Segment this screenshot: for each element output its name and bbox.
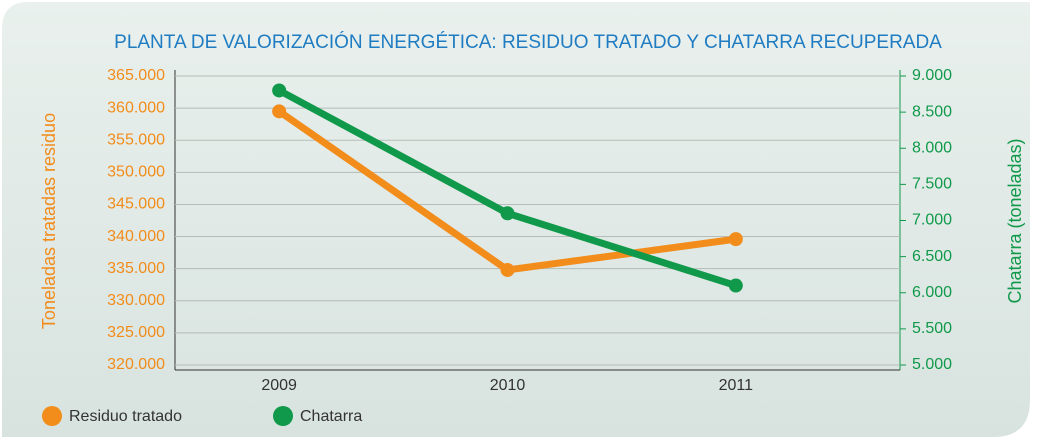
y2-tick-label: 7.000 bbox=[912, 212, 952, 229]
y-tick-label: 345.000 bbox=[107, 196, 165, 213]
x-tick-label: 2011 bbox=[719, 377, 754, 394]
y-axis-label: Toneladas tratadas residuo bbox=[39, 113, 59, 329]
y2-axis-label: Chatarra (toneladas) bbox=[1005, 138, 1025, 303]
y2-tick-label: 8.500 bbox=[912, 103, 952, 120]
x-tick-label: 2010 bbox=[490, 377, 526, 394]
y-tick-label: 350.000 bbox=[107, 164, 165, 181]
y-tick-label: 360.000 bbox=[107, 99, 165, 116]
series-marker bbox=[500, 206, 515, 221]
y-tick-label: 340.000 bbox=[107, 228, 165, 245]
series-marker bbox=[272, 104, 287, 119]
y-tick-label: 320.000 bbox=[107, 356, 165, 373]
y2-tick-label: 9.000 bbox=[912, 67, 952, 84]
y2-tick-label: 6.000 bbox=[912, 284, 952, 301]
legend-swatch bbox=[273, 406, 293, 426]
y2-tick-label: 7.500 bbox=[912, 176, 952, 193]
series-marker bbox=[500, 262, 515, 277]
y2-tick-label: 5.000 bbox=[912, 356, 952, 373]
legend-label: Residuo tratado bbox=[69, 408, 182, 425]
chart-title: PLANTA DE VALORIZACIÓN ENERGÉTICA: RESID… bbox=[114, 31, 942, 53]
legend-label: Chatarra bbox=[300, 408, 362, 425]
series-marker bbox=[272, 83, 287, 98]
series-marker bbox=[728, 232, 743, 247]
series-marker bbox=[728, 278, 743, 293]
y-tick-label: 355.000 bbox=[107, 131, 165, 148]
y-tick-label: 335.000 bbox=[107, 260, 165, 277]
y2-tick-label: 5.500 bbox=[912, 320, 952, 337]
y-tick-label: 325.000 bbox=[107, 324, 165, 341]
y-tick-label: 330.000 bbox=[107, 292, 165, 309]
y2-tick-label: 6.500 bbox=[912, 248, 952, 265]
y2-tick-label: 8.000 bbox=[912, 139, 952, 156]
y-tick-label: 365.000 bbox=[107, 67, 165, 84]
x-tick-label: 2009 bbox=[261, 377, 297, 394]
legend-swatch bbox=[42, 406, 62, 426]
